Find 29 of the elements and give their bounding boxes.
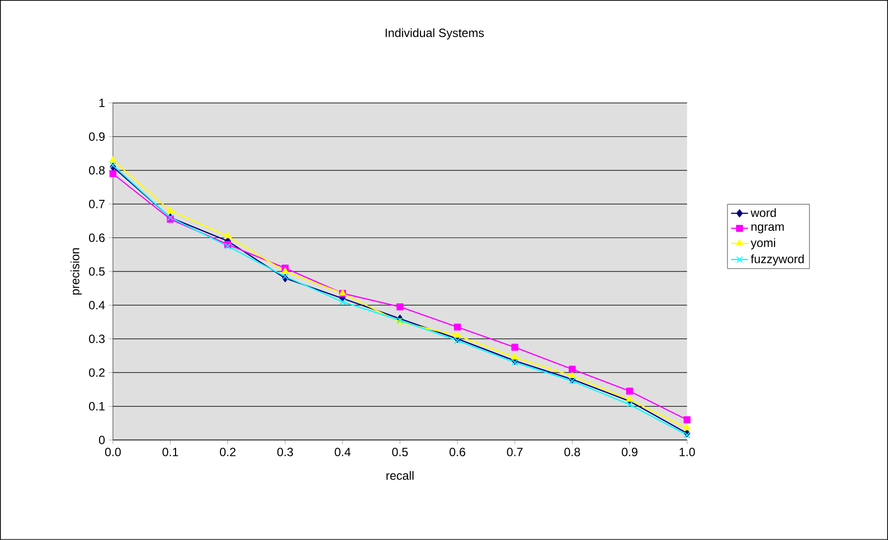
- x-tick-label: 0.2: [220, 448, 236, 456]
- legend-label: yomi: [750, 238, 776, 250]
- y-tick-label: 0.1: [89, 402, 105, 411]
- y-tick-label: 0.8: [89, 166, 105, 175]
- y-tick-label: 0.7: [89, 200, 105, 208]
- legend-label: fuzzyword: [750, 254, 804, 266]
- y-tick-label: 0.2: [89, 368, 105, 377]
- legend-label: ngram: [751, 224, 784, 234]
- y-tick-label: 0: [98, 436, 105, 444]
- legend-label: word: [750, 208, 776, 218]
- x-tick-label: 0.4: [334, 448, 351, 456]
- x-tick-label: 0.3: [277, 448, 293, 456]
- x-tick-label: 0.9: [622, 448, 638, 456]
- x-tick-label: 0.8: [564, 448, 580, 456]
- y-tick-label: 0.3: [89, 334, 105, 344]
- x-tick-label: 0.0: [105, 448, 121, 456]
- x-tick-label: 1.0: [680, 448, 695, 456]
- x-tick-label: 0.7: [506, 448, 523, 456]
- x-tick-label: 0.5: [392, 448, 408, 456]
- x-tick-label: 0.6: [450, 448, 466, 456]
- y-tick-label: 0.4: [89, 300, 105, 310]
- y-axis-title: precision: [70, 248, 82, 295]
- y-tick-label: 0.9: [89, 132, 105, 141]
- x-tick-label: 0.1: [162, 448, 178, 456]
- y-tick-label: 1: [99, 98, 105, 108]
- y-tick-label: 0.5: [89, 267, 105, 276]
- chart-title: Individual Systems: [386, 28, 484, 40]
- y-tick-label: 0.6: [89, 234, 105, 242]
- x-axis-title: recall: [386, 471, 414, 480]
